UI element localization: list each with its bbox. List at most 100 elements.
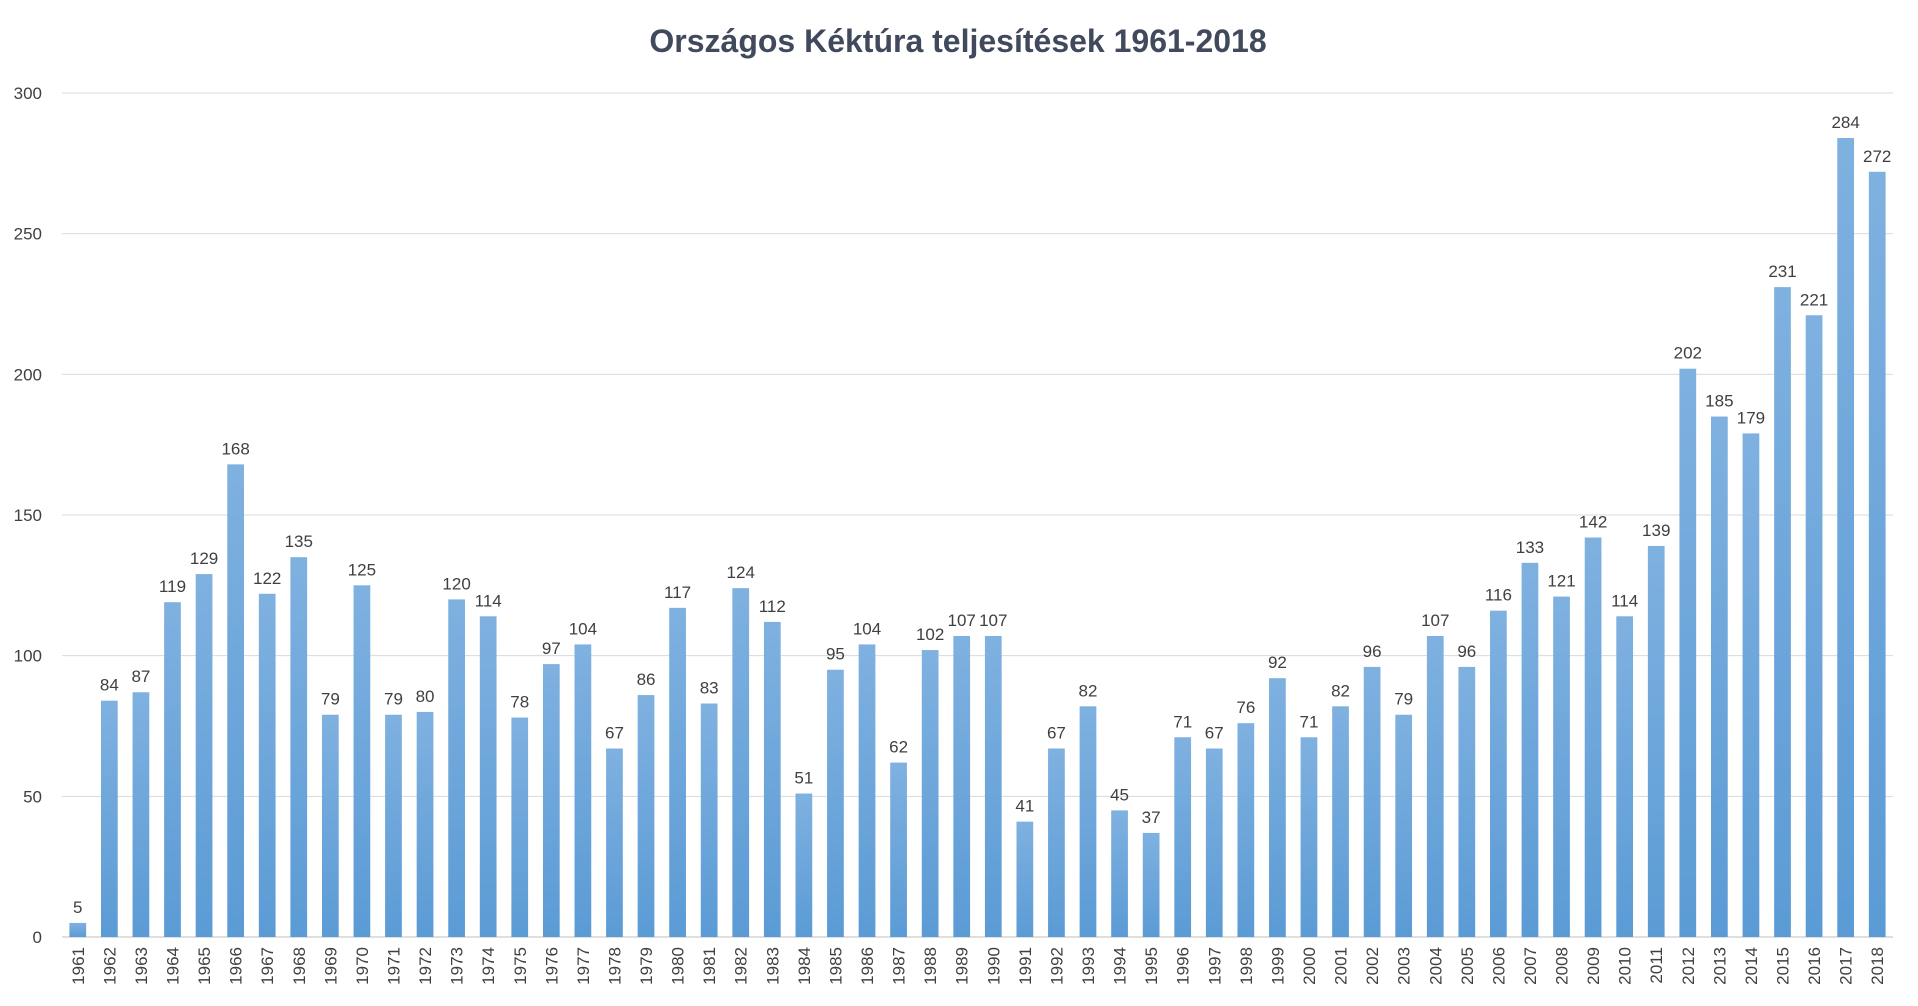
x-tick-label-1973: 1973 bbox=[448, 947, 467, 985]
data-label-1977: 104 bbox=[569, 619, 597, 638]
bar-2013 bbox=[1711, 416, 1728, 937]
data-label-1965: 129 bbox=[190, 549, 218, 568]
bar-1988 bbox=[921, 650, 939, 937]
data-label-1997: 67 bbox=[1205, 724, 1224, 743]
bar-2005 bbox=[1458, 666, 1476, 937]
data-label-2003: 79 bbox=[1394, 690, 1413, 709]
data-label-2015: 231 bbox=[1768, 262, 1796, 281]
x-tick-label-2002: 2002 bbox=[1363, 947, 1382, 985]
y-tick-label: 100 bbox=[14, 647, 42, 666]
data-label-1982: 124 bbox=[727, 563, 755, 582]
x-tick-label-2018: 2018 bbox=[1868, 947, 1887, 985]
x-tick-label-2008: 2008 bbox=[1553, 947, 1572, 985]
data-label-2004: 107 bbox=[1421, 611, 1449, 630]
x-tick-label-1986: 1986 bbox=[858, 947, 877, 985]
x-tick-label-1967: 1967 bbox=[258, 947, 277, 985]
x-tick-label-2000: 2000 bbox=[1300, 947, 1319, 985]
bar-1971 bbox=[385, 714, 402, 937]
x-tick-label-2007: 2007 bbox=[1521, 947, 1540, 985]
y-axis-ticks: 0 50 100 150 200 250 300 bbox=[14, 84, 42, 947]
bar-2016 bbox=[1805, 315, 1823, 938]
x-tick-label-1978: 1978 bbox=[605, 947, 624, 985]
data-label-2014: 179 bbox=[1737, 408, 1765, 427]
bar-1976 bbox=[542, 664, 560, 937]
data-label-2012: 202 bbox=[1674, 344, 1702, 363]
data-label-1978: 67 bbox=[605, 724, 624, 743]
data-label-1974: 114 bbox=[475, 591, 502, 610]
x-tick-label-2003: 2003 bbox=[1395, 947, 1414, 985]
data-label-2010: 114 bbox=[1611, 591, 1638, 610]
x-tick-label-1983: 1983 bbox=[763, 947, 782, 985]
bar-1991 bbox=[1016, 821, 1034, 937]
data-label-1981: 83 bbox=[700, 678, 719, 697]
x-tick-label-2013: 2013 bbox=[1710, 947, 1729, 985]
bar-2014 bbox=[1742, 433, 1760, 937]
bar-2008 bbox=[1553, 596, 1570, 937]
chart-title: Országos Kéktúra teljesítések 1961-2018 bbox=[649, 23, 1266, 59]
data-label-2016: 221 bbox=[1800, 290, 1828, 309]
data-label-1991: 41 bbox=[1015, 797, 1034, 816]
data-label-1969: 79 bbox=[321, 690, 340, 709]
bar-1962 bbox=[100, 700, 118, 937]
data-label-2000: 71 bbox=[1300, 712, 1319, 731]
x-tick-label-1971: 1971 bbox=[384, 947, 403, 985]
x-tick-label-1981: 1981 bbox=[700, 947, 719, 985]
bar-1966 bbox=[227, 464, 244, 937]
y-tick-label: 50 bbox=[23, 787, 42, 806]
data-label-1996: 71 bbox=[1173, 712, 1192, 731]
x-tick-label-2010: 2010 bbox=[1616, 947, 1635, 985]
data-label-1973: 120 bbox=[442, 574, 470, 593]
x-tick-label-2004: 2004 bbox=[1426, 947, 1445, 985]
x-tick-label-1994: 1994 bbox=[1111, 947, 1130, 985]
data-label-1968: 135 bbox=[285, 532, 313, 551]
bar-1964 bbox=[164, 602, 181, 937]
bar-1967 bbox=[258, 593, 276, 937]
bar-1986 bbox=[858, 644, 876, 937]
bar-1978 bbox=[606, 748, 623, 937]
data-label-1975: 78 bbox=[510, 693, 529, 712]
x-tick-label-1991: 1991 bbox=[1016, 947, 1035, 985]
y-tick-label: 300 bbox=[14, 84, 42, 103]
bar-1970 bbox=[353, 585, 371, 937]
x-tick-label-1975: 1975 bbox=[511, 947, 530, 985]
bar-1973 bbox=[448, 599, 465, 937]
data-label-2005: 96 bbox=[1457, 642, 1476, 661]
y-tick-label: 150 bbox=[14, 506, 42, 525]
bar-2018 bbox=[1868, 171, 1886, 938]
bar-2012 bbox=[1679, 368, 1697, 937]
data-label-1964: 119 bbox=[159, 577, 186, 596]
data-label-1961: 5 bbox=[73, 898, 82, 917]
x-tick-label-1999: 1999 bbox=[1268, 947, 1287, 985]
data-label-1999: 92 bbox=[1268, 653, 1287, 672]
x-tick-label-1974: 1974 bbox=[479, 947, 498, 985]
bar-2003 bbox=[1395, 714, 1413, 937]
bar-1965 bbox=[195, 574, 213, 937]
bar-1974 bbox=[479, 616, 497, 937]
x-tick-label-1993: 1993 bbox=[1079, 947, 1098, 985]
data-label-2018: 272 bbox=[1863, 147, 1891, 166]
x-tick-label-1961: 1961 bbox=[69, 947, 88, 985]
bar-2011 bbox=[1647, 545, 1665, 937]
bar-1981 bbox=[700, 703, 718, 937]
x-tick-label-2006: 2006 bbox=[1489, 947, 1508, 985]
bar-2007 bbox=[1521, 562, 1539, 937]
x-tick-label-2015: 2015 bbox=[1774, 947, 1793, 985]
x-axis-ticks: 1961 1962 1963 1964 1965 1966 1967 1968 1969 1970… bbox=[69, 947, 1887, 985]
data-label-1992: 67 bbox=[1047, 724, 1066, 743]
bar-1993 bbox=[1079, 706, 1097, 937]
x-tick-label-1992: 1992 bbox=[1047, 947, 1066, 985]
x-tick-label-1976: 1976 bbox=[542, 947, 561, 985]
data-label-1994: 45 bbox=[1110, 785, 1129, 804]
bar-1999 bbox=[1269, 678, 1286, 937]
x-tick-label-2005: 2005 bbox=[1458, 947, 1477, 985]
data-label-2011: 139 bbox=[1642, 521, 1670, 540]
data-label-1998: 76 bbox=[1236, 698, 1255, 717]
data-label-1989: 107 bbox=[948, 611, 976, 630]
data-label-2013: 185 bbox=[1705, 392, 1733, 411]
x-tick-label-1977: 1977 bbox=[574, 947, 593, 985]
data-label-1988: 102 bbox=[916, 625, 944, 644]
x-tick-label-1990: 1990 bbox=[984, 947, 1003, 985]
x-tick-label-1968: 1968 bbox=[290, 947, 309, 985]
x-tick-label-1984: 1984 bbox=[795, 947, 814, 985]
